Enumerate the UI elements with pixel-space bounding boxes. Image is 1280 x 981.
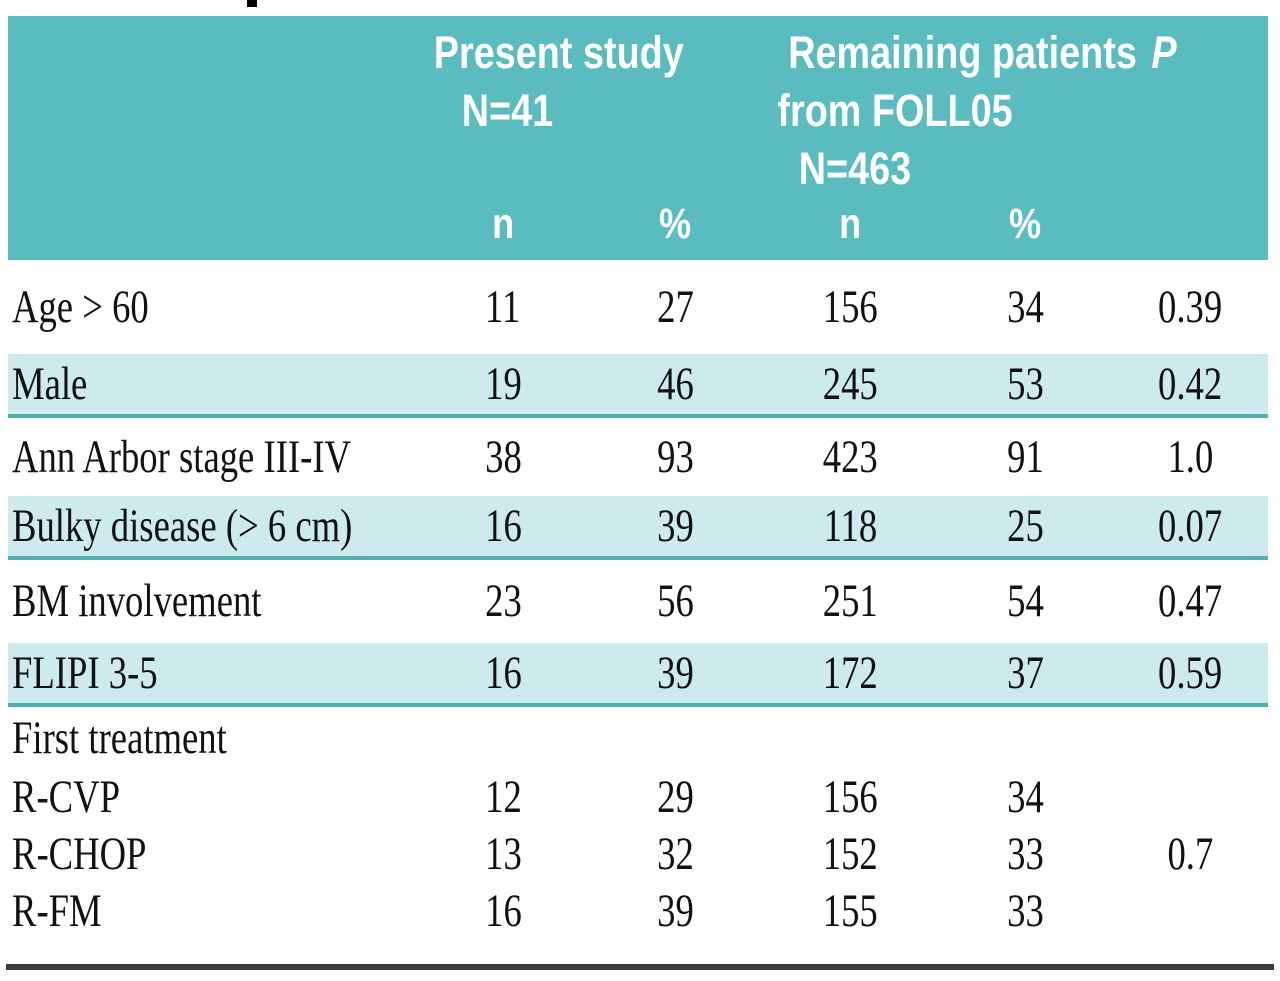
p-value-cell: 1.0 xyxy=(1167,430,1214,483)
value-cell xyxy=(580,705,755,769)
table-row-rcvp: R-CVP 12 29 156 34 xyxy=(8,769,1268,826)
cropped-caption-artifact xyxy=(247,0,257,7)
p-value-cell: 0.42 xyxy=(1105,354,1269,418)
p-value-cell: 0.07 xyxy=(1105,496,1269,560)
row-label-cell: Ann Arbor stage III-IV xyxy=(12,430,352,483)
p-value-cell: 0.59 xyxy=(1105,643,1269,707)
remaining-patients-count: N=463 xyxy=(798,143,912,194)
present-study-count: N=41 xyxy=(461,85,554,136)
p-value-cell: 0.7 xyxy=(1167,828,1214,880)
p-value-label: P xyxy=(1150,27,1177,78)
row-label-cell: FLIPI 3-5 xyxy=(8,643,410,707)
value-cell: 423 xyxy=(823,430,879,483)
value-cell: 29 xyxy=(657,771,694,823)
remaining-patients-source: from FOLL05 xyxy=(777,85,1013,136)
table-row-ann-arbor: Ann Arbor stage III-IV 38 93 423 91 1.0 xyxy=(8,416,1268,496)
table-row-bm-involvement: BM involvement 23 56 251 54 0.47 xyxy=(8,558,1268,643)
row-label-cell: BM involvement xyxy=(12,575,262,627)
table-row-age: Age > 60 11 27 156 34 0.39 xyxy=(8,260,1268,354)
value-cell: 156 xyxy=(823,280,879,333)
p-value-cell: 0.47 xyxy=(1158,575,1223,627)
row-label-cell: R-FM xyxy=(12,885,102,937)
value-cell: 46 xyxy=(580,354,756,418)
value-cell: 172 xyxy=(755,643,931,707)
value-cell: 152 xyxy=(823,828,879,880)
value-cell: 25 xyxy=(930,496,1106,560)
value-cell: 156 xyxy=(823,771,879,823)
value-cell: 54 xyxy=(1007,575,1044,627)
row-label-cell: R-CHOP xyxy=(12,828,147,880)
value-cell: 93 xyxy=(657,430,694,483)
value-cell: 27 xyxy=(657,280,694,333)
value-cell: 32 xyxy=(657,828,694,880)
patient-characteristics-table: Present study N=41 Remaining patients fr… xyxy=(8,16,1269,940)
subheader-n-present: n xyxy=(410,198,580,260)
table-row-rchop: R-CHOP 13 32 152 33 0.7 xyxy=(8,826,1268,883)
row-label-cell: First treatment xyxy=(12,711,227,764)
row-label-cell: Male xyxy=(8,354,410,418)
value-cell: 11 xyxy=(485,280,521,333)
header-group-row: Present study N=41 Remaining patients fr… xyxy=(8,16,1269,260)
value-cell: 53 xyxy=(930,354,1106,418)
value-cell: 16 xyxy=(410,643,580,707)
present-study-label: Present study xyxy=(433,27,684,78)
value-cell: 33 xyxy=(1007,828,1044,880)
table-body: Age > 60 11 27 156 34 0.39 Male 19 46 24… xyxy=(8,260,1269,940)
value-cell: 33 xyxy=(1007,885,1044,937)
value-cell xyxy=(755,705,930,769)
value-cell: 155 xyxy=(823,885,879,937)
p-value-cell xyxy=(1105,705,1268,769)
row-label-cell: Bulky disease (> 6 cm) xyxy=(8,496,410,560)
p-value-cell xyxy=(1105,769,1268,826)
value-cell: 23 xyxy=(484,575,522,627)
header-empty-label-cell xyxy=(8,16,410,260)
table-row-first-treatment: First treatment xyxy=(8,705,1268,769)
p-value-cell xyxy=(1105,883,1268,940)
value-cell: 118 xyxy=(755,496,931,560)
row-label-cell: Age > 60 xyxy=(12,280,149,333)
value-cell: 34 xyxy=(1007,771,1044,823)
remaining-patients-label: Remaining patients xyxy=(788,27,1137,78)
table-bottom-rule xyxy=(6,964,1274,970)
header-present-study: Present study N=41 xyxy=(410,16,756,198)
table-row-flipi: FLIPI 3-5 16 39 172 37 0.59 xyxy=(8,643,1269,707)
table-row-bulky-disease: Bulky disease (> 6 cm) 16 39 118 25 0.07 xyxy=(8,496,1269,560)
value-cell: 16 xyxy=(484,885,522,937)
value-cell: 39 xyxy=(580,643,756,707)
value-cell: 39 xyxy=(580,496,756,560)
value-cell: 19 xyxy=(410,354,580,418)
value-cell: 38 xyxy=(484,430,522,483)
header-remaining-patients: Remaining patients from FOLL05 N=463 xyxy=(755,16,1137,198)
value-cell xyxy=(410,705,580,769)
header-sub-row: n % n % xyxy=(8,198,1268,260)
subheader-pct-present: % xyxy=(580,198,756,260)
table-header: Present study N=41 Remaining patients fr… xyxy=(8,16,1269,260)
table-row-male: Male 19 46 245 53 0.42 xyxy=(8,354,1269,418)
value-cell: 245 xyxy=(755,354,931,418)
row-label-cell: R-CVP xyxy=(12,771,120,823)
subheader-n-remaining: n xyxy=(755,198,931,260)
table-row-rfm: R-FM 16 39 155 33 xyxy=(8,883,1268,940)
value-cell: 16 xyxy=(410,496,580,560)
value-cell: 251 xyxy=(823,575,879,627)
value-cell: 39 xyxy=(657,885,694,937)
header-p-value: P xyxy=(1105,16,1269,260)
value-cell: 37 xyxy=(930,643,1106,707)
value-cell: 91 xyxy=(1007,430,1044,483)
subheader-pct-remaining: % xyxy=(930,198,1106,260)
value-cell: 12 xyxy=(484,771,522,823)
value-cell: 13 xyxy=(484,828,522,880)
value-cell: 56 xyxy=(657,575,694,627)
p-value-cell: 0.39 xyxy=(1158,280,1223,333)
value-cell xyxy=(930,705,1105,769)
value-cell: 34 xyxy=(1007,280,1044,333)
